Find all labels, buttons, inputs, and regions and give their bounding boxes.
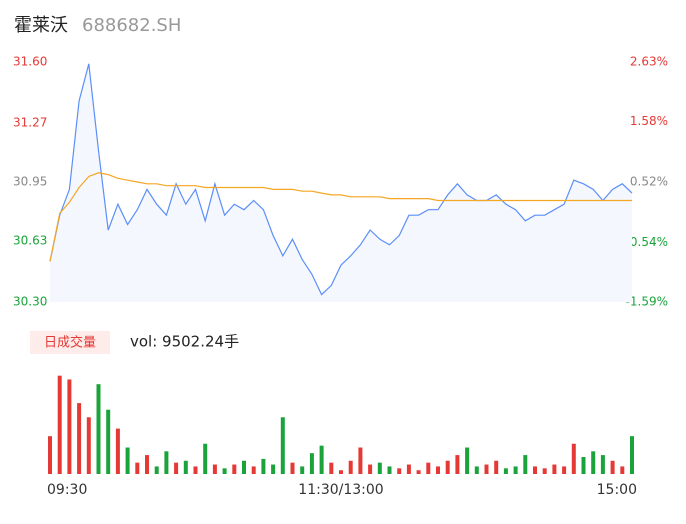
volume-bar [280, 417, 285, 474]
volume-bar [397, 468, 402, 474]
y-tick-label: 31.60 [13, 55, 47, 69]
volume-bar [271, 464, 276, 474]
y2-tick-label: -1.59% [626, 295, 668, 309]
volume-bar [222, 468, 227, 474]
x-tick-label: 11:30/13:00 [298, 482, 383, 498]
volume-bar [67, 379, 72, 474]
stock-code: 688682.SH [82, 15, 181, 36]
volume-bar [145, 455, 149, 474]
volume-bar [86, 417, 91, 474]
volume-bar [426, 462, 431, 474]
volume-bar [562, 466, 567, 474]
avg-line [49, 172, 632, 262]
y-tick-label: 30.63 [13, 234, 47, 248]
y2-tick-label: 1.58% [630, 114, 668, 128]
volume-bar [232, 464, 237, 474]
volume-bar [436, 466, 440, 474]
volume-bar [125, 447, 130, 474]
volume-bar [620, 466, 625, 474]
volume-bar [164, 451, 169, 474]
volume-bar [513, 466, 518, 474]
volume-bar [484, 464, 489, 474]
volume-bar [533, 466, 537, 474]
volume-bar [242, 460, 246, 474]
volume-bar [494, 460, 499, 474]
volume-bar [106, 409, 111, 474]
volume-bar [96, 384, 101, 474]
volume-bar [309, 453, 314, 474]
y-tick-label: 30.30 [13, 295, 47, 309]
volume-bar [610, 460, 615, 474]
volume-bar [455, 455, 460, 474]
volume-bar [329, 462, 334, 474]
volume-bar [300, 466, 305, 474]
y2-tick-label: 2.63% [630, 55, 668, 69]
volume-bar [154, 466, 159, 474]
volume-bar [348, 460, 353, 474]
volume-bar [523, 455, 528, 474]
volume-bar [552, 464, 557, 474]
x-tick-label: 09:30 [47, 482, 87, 498]
volume-bar [339, 470, 343, 474]
price-line [49, 63, 633, 296]
y2-tick-label: 0.52% [630, 175, 668, 189]
volume-bar [174, 462, 179, 474]
volume-bar [377, 462, 382, 474]
y-tick-label: 31.27 [13, 115, 47, 129]
volume-bar [581, 456, 586, 474]
volume-bar [416, 470, 421, 474]
price-area [50, 63, 632, 302]
volume-bar [591, 451, 596, 474]
volume-bar [358, 447, 363, 474]
volume-bar [48, 436, 52, 474]
y2-tick-label: -0.54% [626, 235, 668, 249]
volume-bar [251, 466, 256, 474]
volume-bar [57, 375, 62, 474]
volume-bar [290, 462, 295, 474]
volume-bar [319, 445, 324, 474]
volume-bar [406, 464, 411, 474]
volume-title: 日成交量 [44, 335, 96, 351]
volume-tab [30, 331, 110, 354]
volume-bar [135, 462, 140, 474]
y-tick-label: 30.95 [13, 175, 47, 189]
volume-bar [193, 466, 198, 474]
volume-bar [115, 428, 120, 474]
volume-bar [465, 447, 470, 474]
volume-text: vol: 9502.24手 [130, 333, 239, 351]
volume-bar [445, 460, 450, 474]
volume-bar [183, 460, 188, 474]
x-tick-label: 15:00 [597, 482, 637, 498]
volume-bar [503, 468, 508, 474]
volume-bar [600, 455, 605, 474]
volume-bar [542, 468, 547, 474]
volume-bar [571, 443, 576, 474]
volume-bar [77, 403, 82, 474]
volume-bar [203, 443, 208, 474]
volume-bar [261, 458, 266, 474]
volume-bar [212, 464, 217, 474]
volume-bar [630, 436, 634, 474]
volume-bar [387, 466, 392, 474]
stock-name: 霍莱沃 [14, 15, 68, 36]
volume-bar [474, 466, 479, 474]
volume-bar [368, 464, 373, 474]
